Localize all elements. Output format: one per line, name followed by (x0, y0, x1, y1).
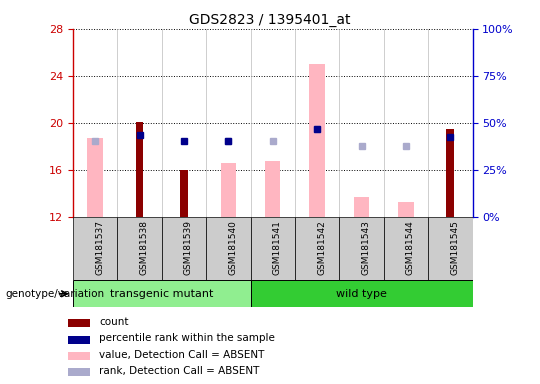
Text: percentile rank within the sample: percentile rank within the sample (99, 333, 275, 343)
Text: GSM181539: GSM181539 (184, 220, 193, 275)
Bar (87, 138, 103, 217)
Bar (265, 161, 280, 217)
Bar (339, 217, 384, 280)
Bar (73, 280, 251, 307)
Text: value, Detection Call = ABSENT: value, Detection Call = ABSENT (99, 349, 265, 359)
Bar (309, 64, 325, 217)
Bar (68, 352, 90, 360)
Text: GSM181545: GSM181545 (450, 220, 460, 275)
Bar (220, 163, 236, 217)
Text: rank, Detection Call = ABSENT: rank, Detection Call = ABSENT (99, 366, 260, 376)
Bar (295, 217, 339, 280)
Bar (251, 217, 295, 280)
Bar (68, 319, 90, 327)
Bar (73, 217, 117, 280)
Bar (161, 217, 206, 280)
Text: GDS2823 / 1395401_at: GDS2823 / 1395401_at (189, 13, 351, 27)
Text: wild type: wild type (336, 289, 387, 299)
Bar (117, 217, 161, 280)
Bar (136, 122, 144, 217)
Bar (180, 170, 188, 217)
Text: genotype/variation: genotype/variation (5, 289, 105, 299)
Bar (428, 217, 472, 280)
Bar (68, 368, 90, 376)
Text: GSM181544: GSM181544 (406, 220, 415, 275)
Bar (354, 197, 369, 217)
Text: GSM181541: GSM181541 (273, 220, 282, 275)
Text: GSM181540: GSM181540 (228, 220, 237, 275)
Text: GSM181542: GSM181542 (317, 220, 326, 275)
Bar (446, 129, 454, 217)
Text: transgenic mutant: transgenic mutant (110, 289, 213, 299)
Text: count: count (99, 317, 129, 327)
Text: GSM181543: GSM181543 (361, 220, 370, 275)
Bar (68, 336, 90, 344)
Bar (398, 202, 414, 217)
Bar (384, 217, 428, 280)
Bar (206, 217, 251, 280)
Bar (251, 280, 472, 307)
Text: GSM181538: GSM181538 (139, 220, 148, 275)
Text: GSM181537: GSM181537 (95, 220, 104, 275)
